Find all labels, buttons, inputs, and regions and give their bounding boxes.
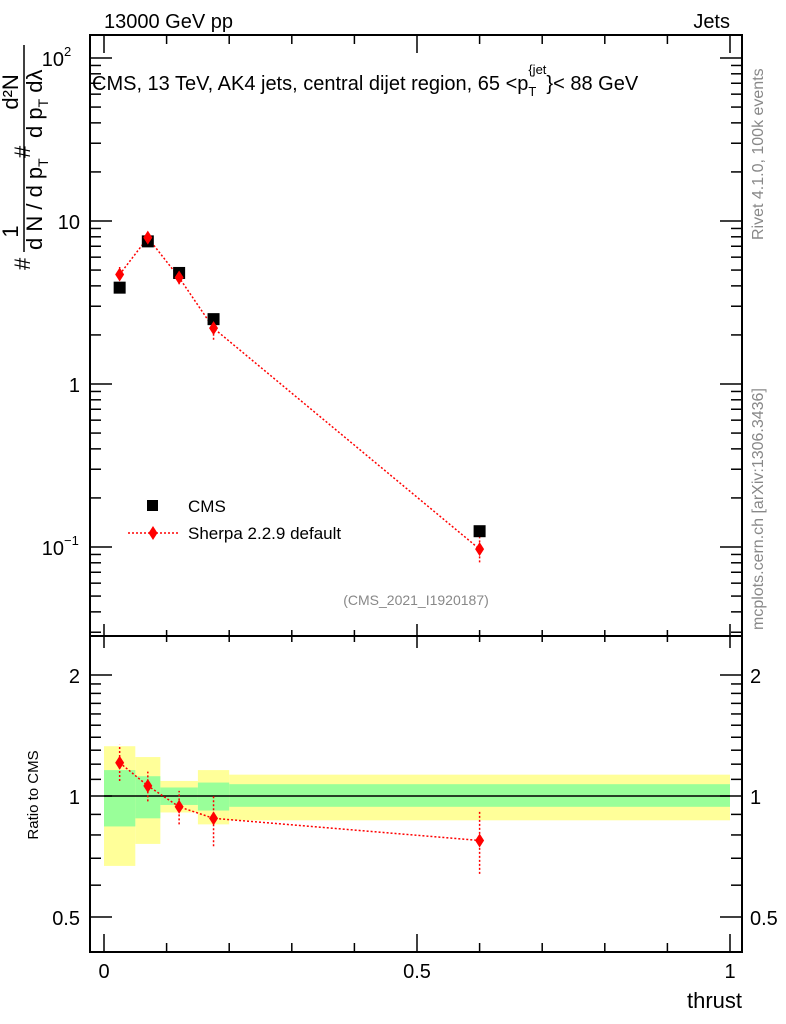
ratio-plot-frame (89, 635, 743, 953)
header-left: 13000 GeV pp (104, 11, 233, 33)
ratio-point (209, 811, 219, 826)
chart-marks (113, 230, 486, 874)
ylabel-den2-dl: dλ (22, 69, 47, 98)
ratio-y-tick-label: 1 (69, 787, 80, 809)
plot-title: CMS, 13 TeV, AK4 jets, central dijet reg… (92, 62, 639, 99)
title-sup: {jet (528, 62, 546, 77)
ylabel-hash2: # (10, 145, 35, 158)
title-end: }< 88 GeV (546, 73, 638, 95)
ratio-point (475, 833, 485, 848)
ratio-y-label: Ratio to CMS (25, 750, 42, 839)
analysis-id: (CMS_2021_I1920187) (343, 592, 489, 608)
main-plot-frame (89, 34, 743, 637)
legend-cms-marker (147, 500, 158, 511)
svg-text:d pT dλ: d pT dλ (22, 69, 51, 138)
svg-text:# 1: # 1 (0, 225, 35, 270)
y-tick-label: 10 (58, 212, 80, 234)
ratio-y-tick-label: 0.5 (52, 908, 80, 930)
legend: CMS Sherpa 2.2.9 default (128, 497, 341, 543)
legend-cms-label: CMS (188, 497, 226, 516)
x-tick-label: 0 (98, 961, 109, 983)
mc-data-point (174, 270, 184, 285)
ratio-y-tick-label-right: 0.5 (750, 908, 778, 930)
y-axis-label: # 1 d N / d pT # d²N d pT dλ (0, 45, 51, 270)
cms-data-point (473, 525, 486, 538)
ratio-y-tick-label: 2 (69, 666, 80, 688)
title-main: CMS, 13 TeV, AK4 jets, central dijet reg… (92, 73, 528, 95)
x-tick-label: 1 (724, 961, 735, 983)
y-tick-label: 10 (42, 49, 64, 71)
ratio-line (119, 762, 480, 842)
cms-data-point (207, 313, 220, 326)
header-right: Jets (693, 11, 730, 33)
mc-data-point (475, 542, 485, 557)
cms-data-point (113, 281, 126, 294)
axis-ticks (90, 35, 742, 952)
ylabel-num2: d²N (0, 74, 23, 109)
ratio-point (174, 799, 184, 814)
ratio-bands (104, 746, 730, 866)
mc-line (119, 236, 481, 550)
ylabel-hash1: # (10, 257, 35, 270)
stat-uncertainty-band (104, 770, 136, 827)
ratio-point (143, 778, 153, 793)
mcplots-label: mcplots.cern.ch [arXiv:1306.3436] (750, 388, 767, 630)
y-tick-exponent: −1 (64, 533, 79, 548)
x-tick-label: 0.5 (403, 961, 431, 983)
legend-mc-marker (148, 526, 158, 540)
y-tick-exponent: 2 (64, 44, 71, 59)
y-tick-label: 10 (42, 538, 64, 560)
ylabel-num1: 1 (0, 225, 23, 237)
ylabel-den2: d p (22, 107, 47, 138)
ylabel-den1: d N / d p (22, 167, 47, 250)
rivet-label: Rivet 4.1.0, 100k events (750, 68, 767, 240)
ratio-y-tick-label-right: 2 (750, 666, 761, 688)
ylabel-den1-sub: T (35, 158, 51, 167)
svg-text:d N / d pT: d N / d pT (22, 158, 51, 250)
mc-data-point (143, 230, 153, 245)
ratio-point (115, 755, 125, 770)
title-sub: T (528, 84, 536, 99)
svg-text:# d²N: # d²N (0, 74, 35, 158)
mc-data-point (115, 267, 125, 282)
legend-mc-label: Sherpa 2.2.9 default (188, 524, 341, 543)
x-axis-label: thrust (687, 988, 742, 1013)
y-tick-label: 1 (69, 375, 80, 397)
ylabel-den2-sub: T (35, 98, 51, 107)
ratio-y-tick-label-right: 1 (750, 787, 761, 809)
mc-data-point (209, 321, 219, 336)
